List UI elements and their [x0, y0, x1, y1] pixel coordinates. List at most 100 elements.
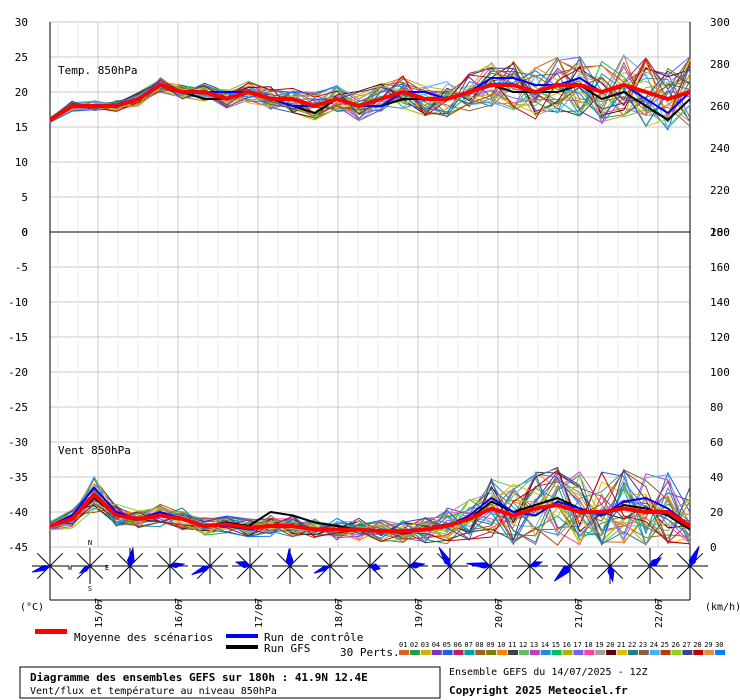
wind-rose-petal	[78, 565, 92, 574]
wind-rose-spoke	[649, 565, 664, 580]
wind-right-tick: 160	[710, 261, 730, 274]
wind-rose-spoke	[116, 552, 131, 567]
perturbation-swatch	[584, 650, 595, 655]
perturbation-swatch	[486, 650, 497, 655]
wind-left-tick: -35	[8, 471, 28, 484]
wind-rose-label-e: E	[105, 564, 109, 572]
perturbation-number: 28	[693, 641, 701, 649]
wind-rose-spoke	[129, 565, 144, 580]
wind-rose-spoke	[676, 552, 691, 567]
wind-rose-spoke	[49, 552, 64, 567]
axis-labels: 051015202530200220240260280300-45-40-35-…	[8, 16, 730, 628]
perturbation-number: 12	[519, 641, 527, 649]
wind-rose	[232, 548, 268, 584]
temp-left-tick: 25	[15, 51, 28, 64]
perturbation-number: 24	[650, 641, 658, 649]
wind-left-tick: -45	[8, 541, 28, 554]
wind-rose-spoke	[276, 565, 291, 580]
perturbation-number: 10	[497, 641, 505, 649]
perturbation-swatch	[627, 650, 638, 655]
footer-subtitle: Vent/flux et température au niveau 850hP…	[30, 685, 277, 697]
wind-rose-spoke	[196, 552, 211, 567]
wind-rose	[592, 548, 628, 584]
legend-mean-swatch	[35, 629, 67, 634]
wind-rose	[312, 548, 348, 584]
x-tick-label: 22/07	[654, 598, 665, 628]
temp-left-tick: 30	[15, 16, 28, 29]
x-tick-label: 15/07	[94, 598, 105, 628]
wind-right-tick: 40	[710, 471, 723, 484]
perturbation-number: 06	[454, 641, 462, 649]
perturbation-number: 26	[672, 641, 680, 649]
perturbation-swatch	[682, 650, 693, 655]
perturbation-number: 14	[541, 641, 549, 649]
wind-left-tick: -20	[8, 366, 28, 379]
wind-panel-grid	[49, 231, 691, 548]
perturbation-number: 01	[399, 641, 407, 649]
perturbation-swatch	[704, 650, 715, 655]
footer-box	[19, 666, 441, 699]
wind-rose-spoke	[316, 552, 331, 567]
left-unit-label: (°C)	[20, 602, 44, 613]
wind-right-tick: 20	[710, 506, 723, 519]
wind-perturbation-line	[49, 466, 691, 538]
perturbation-swatch	[409, 650, 420, 655]
perturbation-number: 30	[715, 641, 723, 649]
wind-rose-label-w: W	[68, 564, 73, 572]
perturbation-number: 23	[639, 641, 647, 649]
wind-rose-spoke	[356, 565, 371, 580]
wind-rose	[466, 548, 508, 584]
temp-panel-label: Temp. 850hPa	[58, 64, 137, 77]
wind-rose-spoke	[209, 552, 224, 567]
perturbation-number: 25	[661, 641, 669, 649]
perturbation-swatch	[573, 650, 584, 655]
perturbation-number: 05	[443, 641, 451, 649]
wind-rose-spoke	[49, 565, 64, 580]
wind-rose-spoke	[89, 565, 104, 580]
perturbation-number: 20	[606, 641, 614, 649]
footer-title: Diagramme des ensembles GEFS sur 180h : …	[30, 671, 368, 684]
temp-left-tick: 5	[21, 191, 28, 204]
legend-gfs-swatch	[226, 645, 258, 649]
wind-perturbation-line	[49, 468, 691, 545]
wind-rose-spoke	[676, 565, 691, 580]
wind-rose-petal	[369, 563, 381, 572]
legend-control-swatch	[226, 634, 258, 638]
wind-rose-spoke	[289, 552, 304, 567]
wind-rose-petal	[234, 560, 251, 569]
wind-rose-label-n: N	[88, 539, 92, 547]
wind-rose	[112, 546, 148, 584]
perturbation-number: 08	[475, 641, 483, 649]
perturbation-swatch	[671, 650, 682, 655]
perturbation-swatch	[529, 650, 540, 655]
x-tick-label: 18/07	[334, 598, 345, 628]
wind-rose: N S W E	[68, 539, 109, 593]
wind-rose-petal	[313, 565, 332, 574]
wind-rose-spoke	[156, 565, 171, 580]
wind-mean-line	[49, 492, 692, 534]
perturbation-swatch	[638, 650, 649, 655]
wind-rose-spoke	[596, 565, 611, 580]
perturbation-number: 02	[410, 641, 418, 649]
temp-mean-line	[48, 83, 691, 122]
wind-rose-spoke	[249, 565, 264, 580]
wind-rose-spoke	[156, 552, 171, 567]
perturbation-number: 04	[432, 641, 440, 649]
perturbation-number: 15	[552, 641, 560, 649]
wind-rose-spoke	[249, 552, 264, 567]
wind-rose-spoke	[409, 565, 424, 580]
temp-series-group	[48, 53, 691, 131]
wind-rose-spoke	[449, 565, 464, 580]
wind-rose	[632, 548, 668, 584]
wind-left-tick: -15	[8, 331, 28, 344]
wind-rose-petal	[126, 546, 135, 567]
wind-rose-spoke	[169, 565, 184, 580]
wind-rose	[152, 548, 188, 584]
wind-left-tick: -5	[15, 261, 28, 274]
temp-left-tick: 15	[15, 121, 28, 134]
perturbation-swatch	[595, 650, 606, 655]
wind-rose-spoke	[689, 565, 704, 580]
perturbation-number: 17	[573, 641, 581, 649]
wind-rose-spoke	[529, 565, 544, 580]
